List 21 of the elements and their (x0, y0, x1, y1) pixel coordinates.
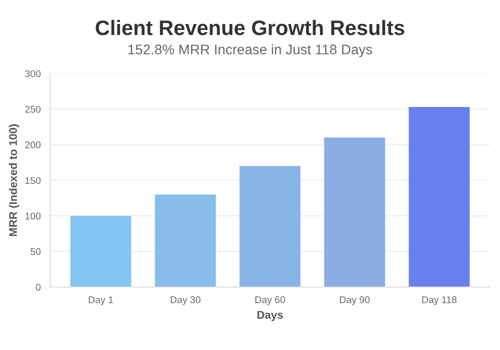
y-axis-title: MRR (Indexed to 100) (8, 124, 20, 236)
bar (154, 194, 216, 287)
bar (408, 106, 470, 287)
bar (240, 166, 300, 287)
y-tick-label: 300 (25, 70, 41, 78)
x-tick-label: Day 30 (170, 296, 200, 306)
x-tick-label: Day 60 (255, 296, 286, 306)
chart-subtitle: 152.8% MRR Increase in Just 118 Days (128, 44, 372, 58)
y-tick-label: 50 (30, 248, 41, 256)
x-tick-label: Day 118 (422, 296, 457, 306)
x-tick-label: Day 90 (340, 296, 370, 306)
bar (324, 138, 386, 287)
chart-title: Client Revenue Growth Results (96, 20, 404, 36)
x-tick-label: Day 1 (88, 296, 113, 306)
y-tick-label: 100 (25, 212, 41, 220)
y-tick-label: 150 (25, 176, 41, 184)
y-tick-label: 250 (25, 106, 41, 113)
y-tick-label: 0 (36, 284, 41, 291)
x-axis-title: Days (257, 311, 283, 322)
y-tick-label: 200 (25, 141, 41, 148)
bar (70, 216, 132, 287)
